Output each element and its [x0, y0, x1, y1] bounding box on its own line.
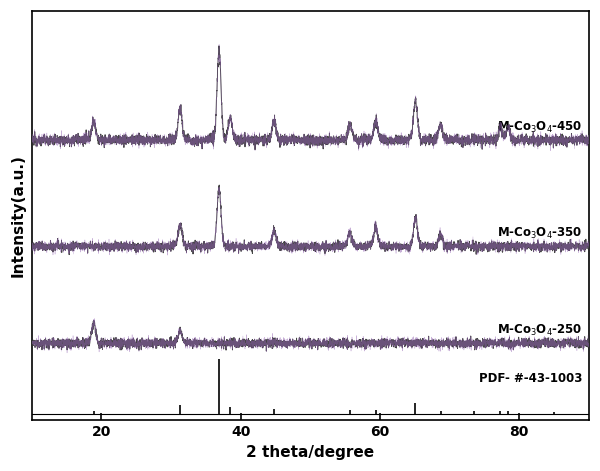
- Text: M-Co$_3$O$_4$-350: M-Co$_3$O$_4$-350: [497, 226, 582, 241]
- Text: PDF- #-43-1003: PDF- #-43-1003: [479, 372, 582, 385]
- Text: M-Co$_3$O$_4$-250: M-Co$_3$O$_4$-250: [497, 323, 582, 338]
- Text: M-Co$_3$O$_4$-450: M-Co$_3$O$_4$-450: [497, 120, 582, 135]
- Y-axis label: Intensity(a.u.): Intensity(a.u.): [11, 154, 26, 277]
- X-axis label: 2 theta/degree: 2 theta/degree: [246, 445, 374, 460]
